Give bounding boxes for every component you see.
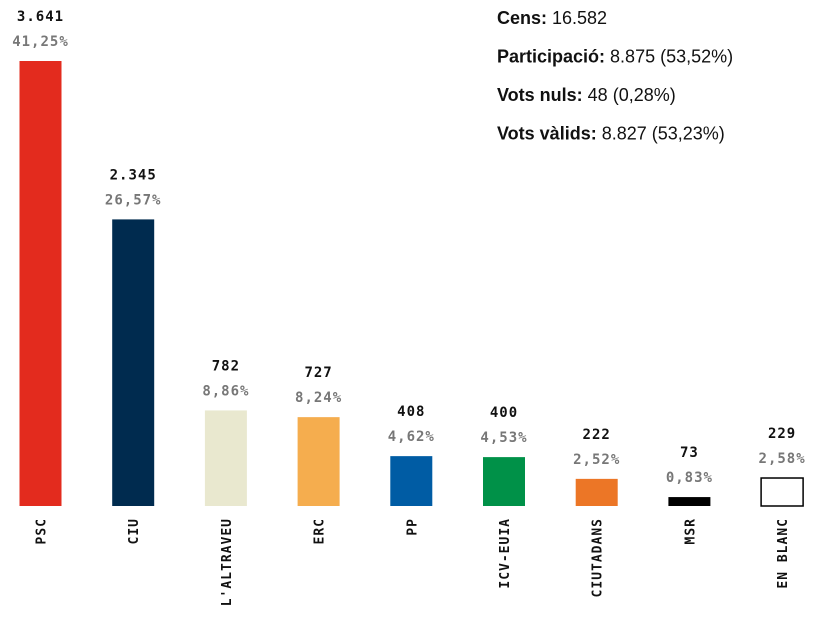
percentage-label: 26,57% (105, 192, 162, 208)
bar (390, 456, 433, 506)
stat-label: Vots vàlids: (497, 124, 597, 144)
x-tick-label: L'ALTRAVEU (220, 518, 235, 606)
bar (19, 61, 62, 506)
stat-label: Cens: (497, 8, 547, 28)
bar (297, 417, 340, 506)
stat-value: 48 (0,28%) (588, 85, 676, 105)
bar (112, 219, 155, 506)
value-label: 3.641 (17, 9, 64, 25)
x-tick-label: EN BLANC (776, 518, 791, 589)
percentage-label: 0,83% (666, 470, 713, 486)
stat-line: Participació: 8.875 (53,52%) (497, 47, 733, 67)
percentage-label: 2,58% (759, 451, 806, 467)
percentage-label: 8,86% (202, 383, 249, 399)
value-label: 408 (397, 404, 425, 420)
stat-line: Vots vàlids: 8.827 (53,23%) (497, 124, 725, 144)
bar (204, 410, 247, 506)
x-tick-label: ERC (313, 518, 328, 544)
stat-value: 8.827 (53,23%) (602, 124, 725, 144)
percentage-label: 8,24% (295, 390, 342, 406)
stat-label: Vots nuls: (497, 85, 583, 105)
value-label: 782 (212, 358, 240, 374)
stat-value: 16.582 (552, 8, 607, 28)
stat-line: Vots nuls: 48 (0,28%) (497, 85, 676, 105)
stat-label: Participació: (497, 47, 605, 67)
x-tick-label: ICV-EUIA (498, 518, 513, 589)
x-tick-label: CIU (127, 518, 142, 544)
value-label: 222 (583, 427, 611, 443)
value-label: 73 (680, 445, 699, 461)
stat-value: 8.875 (53,52%) (610, 47, 733, 67)
percentage-label: 4,53% (480, 430, 527, 446)
percentage-label: 2,52% (573, 452, 620, 468)
bar (668, 497, 711, 506)
x-tick-label: PP (405, 518, 420, 536)
value-label: 400 (490, 405, 518, 421)
percentage-label: 41,25% (12, 34, 69, 50)
value-label: 727 (304, 365, 332, 381)
x-tick-label: PSC (35, 518, 50, 544)
percentage-label: 4,62% (388, 429, 435, 445)
bar (760, 477, 804, 507)
value-label: 2.345 (110, 167, 157, 183)
x-tick-label: CIUTADANS (591, 518, 606, 597)
bar (483, 457, 525, 506)
x-tick-label: MSR (683, 518, 698, 544)
value-label: 229 (768, 426, 796, 442)
bar (575, 478, 618, 506)
stat-line: Cens: 16.582 (497, 8, 607, 28)
